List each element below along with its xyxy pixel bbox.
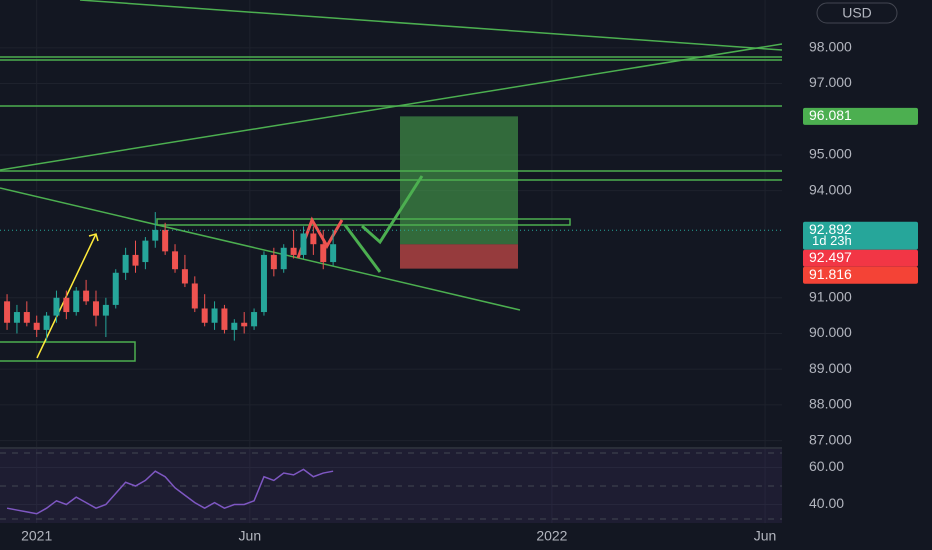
currency: USD (842, 5, 872, 21)
candle-body (330, 244, 337, 263)
candle-body (23, 312, 30, 323)
candle-body (83, 290, 90, 302)
price-label: 92.892 (809, 221, 852, 237)
candle-body (310, 233, 317, 245)
candle-body (251, 312, 258, 327)
candle-body (43, 315, 50, 330)
candle-body (63, 297, 70, 313)
candle-body (152, 229, 159, 241)
candle-body (142, 240, 149, 263)
currency-badge (816, 2, 898, 24)
y-tick-label: 60.00 (809, 458, 844, 474)
trend-line (0, 43, 783, 171)
plot (0, 116, 782, 515)
y-tick-label: 87.000 (809, 431, 852, 447)
y-tick-label: 88.000 (809, 396, 852, 412)
y-tick-label: 95.000 (809, 146, 852, 162)
price-label-box (803, 107, 918, 125)
position-profit (400, 116, 518, 245)
rsi-line (6, 468, 334, 515)
candle-body (33, 322, 40, 330)
price-label: 96.081 (809, 107, 852, 123)
grid (0, 0, 782, 523)
candle-body (73, 290, 80, 313)
candle-body (211, 308, 218, 323)
trend-line (79, 0, 783, 51)
y-tick-label: 94.000 (809, 181, 852, 197)
x-tick-label: Jun (754, 528, 777, 544)
candle-body (112, 272, 119, 305)
price-label: 92.497 (809, 249, 852, 265)
candle-body (13, 312, 20, 323)
y-tick-label: 98.000 (809, 39, 852, 55)
candle-body (260, 254, 267, 313)
candle-body (241, 322, 248, 327)
candle-body (4, 301, 11, 323)
y-tick-label: 97.000 (809, 74, 852, 90)
x-tick-label: Jun (239, 528, 262, 544)
y-tick-label: 90.000 (809, 324, 852, 340)
candle-body (231, 322, 238, 330)
candle-body (92, 301, 99, 316)
candle-body (53, 297, 60, 316)
price-label-box (803, 221, 918, 250)
y-tick-label: 40.00 (809, 495, 844, 511)
projection (343, 224, 382, 273)
candle-body (300, 233, 307, 255)
candle-body (290, 247, 297, 255)
candle-body (122, 254, 129, 273)
candle-body (102, 304, 109, 316)
candle-body (191, 283, 198, 309)
candle-body (270, 254, 277, 270)
candle-body (172, 251, 179, 270)
price-label-box (803, 249, 918, 267)
price-label-box (803, 266, 918, 284)
candle-body (280, 247, 287, 270)
candle-body (201, 308, 208, 323)
candle-body (320, 244, 327, 263)
trend-line (0, 187, 521, 311)
y-tick-label: 89.000 (809, 360, 852, 376)
candle-body (181, 269, 188, 284)
price-label: 91.816 (809, 266, 852, 282)
zone-box (0, 341, 136, 362)
axis: 2021 Jun 2022 Jun 87.000 88.000 89.000 90.000 91… (21, 39, 918, 544)
zone-box (156, 218, 571, 226)
y-tick-label: 91.000 (809, 288, 852, 304)
candle-body (162, 229, 169, 252)
arrow-head (88, 233, 99, 242)
candle-body (132, 254, 139, 266)
x-tick-label: 2022 (536, 528, 567, 544)
position-loss (400, 244, 518, 269)
drawings (0, 0, 783, 362)
candle-body (221, 308, 228, 330)
x-tick-label: 2021 (21, 528, 52, 544)
countdown: 1d 23h (812, 233, 852, 248)
